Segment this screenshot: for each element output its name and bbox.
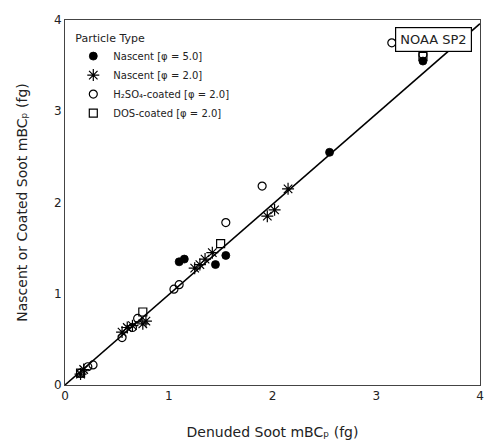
svg-text:NOAA SP2: NOAA SP2 [400, 32, 466, 47]
svg-text:2: 2 [269, 389, 277, 403]
svg-text:Nascent or Coated Soot mBCₚ (f: Nascent or Coated Soot mBCₚ (fg) [14, 83, 30, 322]
svg-text:1: 1 [165, 389, 173, 403]
svg-text:3: 3 [54, 104, 62, 118]
svg-text:2: 2 [54, 196, 62, 210]
svg-text:Nascent [φ = 5.0]: Nascent [φ = 5.0] [113, 51, 202, 62]
svg-text:0: 0 [54, 378, 62, 392]
svg-text:3: 3 [372, 389, 380, 403]
svg-text:H₂SO₄-coated [φ = 2.0]: H₂SO₄-coated [φ = 2.0] [113, 89, 229, 100]
svg-text:4: 4 [476, 389, 484, 403]
svg-text:4: 4 [54, 13, 62, 27]
svg-text:0: 0 [61, 389, 69, 403]
svg-text:Denuded Soot mBCₚ (fg): Denuded Soot mBCₚ (fg) [187, 424, 359, 440]
svg-text:DOS-coated [φ = 2.0]: DOS-coated [φ = 2.0] [113, 108, 221, 119]
svg-text:Particle Type: Particle Type [75, 32, 145, 45]
svg-text:1: 1 [54, 287, 62, 301]
svg-text:Nascent [φ = 2.0]: Nascent [φ = 2.0] [113, 70, 202, 81]
